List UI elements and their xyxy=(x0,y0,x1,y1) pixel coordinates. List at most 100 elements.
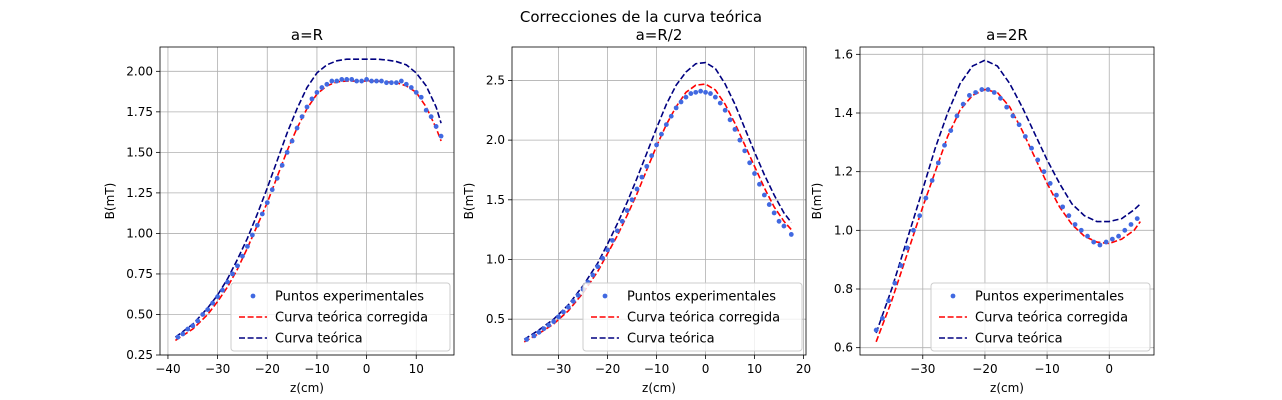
legend-label-corrected: Curva teórica corregida xyxy=(275,311,428,326)
data-point xyxy=(269,187,275,193)
data-point xyxy=(1078,227,1084,233)
data-point xyxy=(776,218,782,224)
data-point xyxy=(240,253,245,259)
data-point xyxy=(195,318,201,324)
legend-label-experimental: Puntos experimentales xyxy=(275,290,424,305)
y-axis-label: B(mT) xyxy=(810,183,824,220)
legend-marker-points xyxy=(602,293,608,299)
y-axis-label: B(mT) xyxy=(103,183,117,220)
legend: Puntos experimentales Curva teórica corre… xyxy=(582,282,803,352)
data-point xyxy=(299,114,305,120)
x-tick-label: −30 xyxy=(546,362,571,376)
data-point xyxy=(923,195,929,201)
data-point xyxy=(688,91,694,96)
data-point xyxy=(771,210,777,216)
data-point xyxy=(556,314,561,320)
data-point xyxy=(979,87,985,92)
data-point xyxy=(274,175,280,181)
subplot-title: a=R xyxy=(291,26,323,44)
data-point xyxy=(220,287,225,293)
data-point xyxy=(423,107,429,113)
data-point xyxy=(433,124,439,129)
subplot-2: −30 −20 −10 0 10 20 0.5 1.0 1.5 2.0 2.5 a=R/2 z(cm) B… xyxy=(462,26,811,395)
x-tick-label: −10 xyxy=(1034,362,1059,376)
data-point xyxy=(379,78,384,84)
data-point xyxy=(1103,239,1109,245)
x-tick-label: −40 xyxy=(155,362,180,376)
data-point xyxy=(279,162,285,168)
y-tick-label: 2.00 xyxy=(126,64,153,78)
subplot-3: −30 −20 −10 0 0.6 0.8 1.0 1.2 1.4 1.6 a=2R z(cm) B(m… xyxy=(810,26,1155,395)
x-tick-label: −10 xyxy=(304,362,329,376)
legend-box xyxy=(930,282,1151,352)
x-tick-label: 0 xyxy=(702,362,710,376)
data-point xyxy=(408,85,414,90)
legend-label-experimental: Puntos experimentales xyxy=(627,290,776,305)
data-point xyxy=(210,300,216,306)
y-tick-label: 0.6 xyxy=(834,341,853,355)
data-point xyxy=(966,93,972,98)
legend-label-corrected: Curva teórica corregida xyxy=(627,311,780,326)
data-point xyxy=(349,77,355,82)
x-axis-label: z(cm) xyxy=(990,381,1024,395)
x-tick-label: 20 xyxy=(796,362,811,376)
data-point xyxy=(717,100,723,106)
data-point xyxy=(284,149,290,155)
data-point xyxy=(190,323,196,329)
data-point xyxy=(752,171,757,176)
data-point xyxy=(200,312,206,317)
data-point xyxy=(319,85,325,90)
data-point xyxy=(998,95,1003,101)
data-point xyxy=(398,78,404,84)
data-point xyxy=(1041,169,1047,175)
y-tick-label: 0.75 xyxy=(126,267,153,281)
data-point xyxy=(215,294,221,300)
y-tick-label: 0.5 xyxy=(486,312,505,326)
subplot-1: −40 −30 −20 −10 0 10 0.25 0.50 0.75 1.00 1.25 1.50 1… xyxy=(103,26,455,395)
y-tick-label: 0.25 xyxy=(126,348,153,362)
data-point xyxy=(639,174,645,180)
x-tick-label: 10 xyxy=(409,362,424,376)
data-point xyxy=(960,101,966,107)
data-point xyxy=(649,153,655,159)
data-point xyxy=(289,138,295,144)
y-tick-label: 1.4 xyxy=(834,106,853,120)
data-point xyxy=(428,114,434,120)
data-point xyxy=(678,99,684,105)
y-tick-label: 1.2 xyxy=(834,165,853,179)
subplots: −40 −30 −20 −10 0 100.250.500.751.001.251.501… xyxy=(103,26,1155,395)
data-point xyxy=(942,142,947,148)
subplot-title: a=2R xyxy=(986,26,1028,44)
data-point xyxy=(659,131,664,137)
y-tick-label: 1.00 xyxy=(126,226,153,240)
data-point xyxy=(1116,233,1121,239)
data-point xyxy=(668,113,674,119)
axes-frame xyxy=(159,46,455,356)
data-point xyxy=(389,80,394,86)
data-point xyxy=(1054,192,1059,198)
data-point xyxy=(294,125,300,131)
legend-label-theoretical: Curva teórica xyxy=(975,332,1063,347)
data-point xyxy=(1072,222,1078,227)
data-point xyxy=(561,309,566,315)
axes-frame xyxy=(511,46,807,356)
data-point xyxy=(698,88,704,94)
x-tick-label: −20 xyxy=(595,362,620,376)
data-point xyxy=(727,117,733,123)
data-point xyxy=(1016,122,1022,128)
data-point xyxy=(747,160,753,166)
data-point xyxy=(712,94,718,100)
x-tick-label: −20 xyxy=(255,362,280,376)
data-point xyxy=(359,78,365,84)
x-tick-label: −30 xyxy=(205,362,230,376)
legend-label-theoretical: Curva teórica xyxy=(275,332,363,347)
data-point xyxy=(935,160,941,166)
legend-box xyxy=(582,282,803,352)
x-tick-label: 0 xyxy=(1105,362,1113,376)
legend-marker-points xyxy=(950,293,956,299)
subplot-title: a=R/2 xyxy=(636,26,683,44)
data-point xyxy=(619,218,625,224)
data-point xyxy=(304,104,310,110)
data-point xyxy=(1004,104,1010,110)
legend: Puntos experimentales Curva teórica corre… xyxy=(930,282,1151,352)
